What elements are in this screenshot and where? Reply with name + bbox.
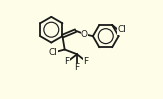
Text: Cl: Cl (48, 48, 57, 57)
Text: F: F (65, 57, 70, 66)
Text: F: F (83, 57, 89, 66)
Text: O: O (81, 30, 88, 39)
Text: F: F (74, 63, 80, 72)
Text: Cl: Cl (118, 25, 126, 34)
